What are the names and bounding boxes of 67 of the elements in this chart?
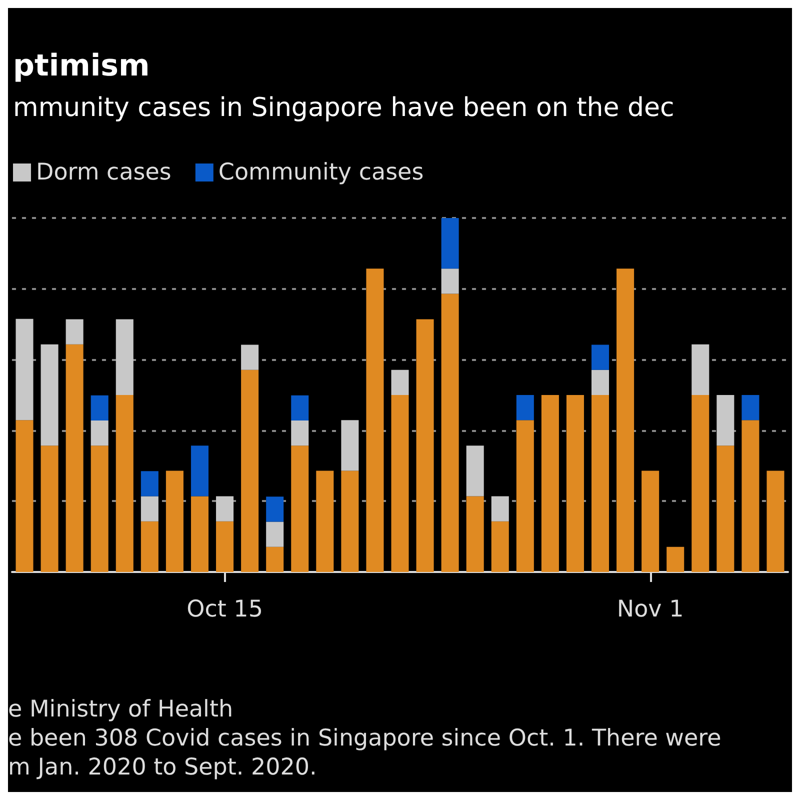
bar: [16, 420, 34, 572]
bar: [366, 268, 384, 572]
bar: [742, 395, 760, 420]
x-tick-label: Nov 1: [616, 596, 684, 622]
bar: [90, 446, 108, 572]
bar: [466, 446, 484, 496]
bar: [692, 395, 710, 572]
bar: [341, 470, 359, 572]
text: e been 308 Covid cases in Singapore since Oct. 1. There were: [8, 726, 722, 752]
bar: [391, 370, 409, 395]
bar: [692, 344, 710, 395]
bar: [291, 420, 309, 446]
bar: [90, 395, 108, 420]
bar: [591, 370, 610, 395]
bar: [166, 470, 184, 572]
bar: [516, 395, 534, 420]
chart-title: ptimism: [13, 48, 150, 84]
legend-label: Dorm cases: [36, 160, 172, 186]
bar: [66, 344, 84, 572]
bar: [140, 521, 158, 572]
bar: [190, 446, 209, 496]
bar: [541, 395, 559, 572]
bar: [491, 521, 509, 572]
bar: [66, 319, 84, 344]
bar: [491, 496, 509, 522]
bar: [716, 395, 734, 446]
bar: [291, 446, 309, 572]
bar: [666, 546, 684, 572]
bar: [441, 218, 459, 269]
bar: [216, 496, 234, 522]
bar: [16, 318, 34, 420]
bar: [241, 344, 259, 370]
bar: [90, 420, 108, 446]
bar: [766, 470, 784, 572]
bar: [40, 446, 58, 572]
bar: [266, 546, 284, 572]
bar: [642, 470, 660, 572]
chart-subtitle: mmunity cases in Singapore have been on the dec: [13, 93, 674, 123]
bar: [441, 268, 459, 294]
bar: [716, 446, 734, 572]
bar: [316, 470, 334, 572]
bar: [466, 496, 484, 572]
bar: [140, 471, 158, 496]
bar: [216, 521, 234, 572]
bar: [391, 395, 409, 572]
bar: [116, 395, 134, 572]
text: m Jan. 2020 to Sept. 2020.: [8, 754, 317, 780]
bar: [516, 420, 534, 572]
bar: [566, 395, 584, 572]
legend-label: Community cases: [218, 160, 424, 186]
bar: [416, 319, 434, 572]
bar: [140, 496, 158, 522]
bar: [591, 344, 610, 370]
bar: [116, 319, 134, 395]
bar: [266, 522, 284, 547]
bar: [591, 395, 610, 572]
bar: [341, 420, 359, 471]
bar: [441, 294, 459, 572]
bar: [190, 496, 209, 572]
bar: [616, 268, 634, 572]
bar: [291, 395, 309, 420]
x-tick-label: Oct 15: [186, 596, 263, 622]
bar: [266, 496, 284, 522]
bar: [241, 370, 259, 572]
text: e Ministry of Health: [8, 696, 234, 722]
bar: [40, 344, 58, 446]
bar: [742, 420, 760, 572]
